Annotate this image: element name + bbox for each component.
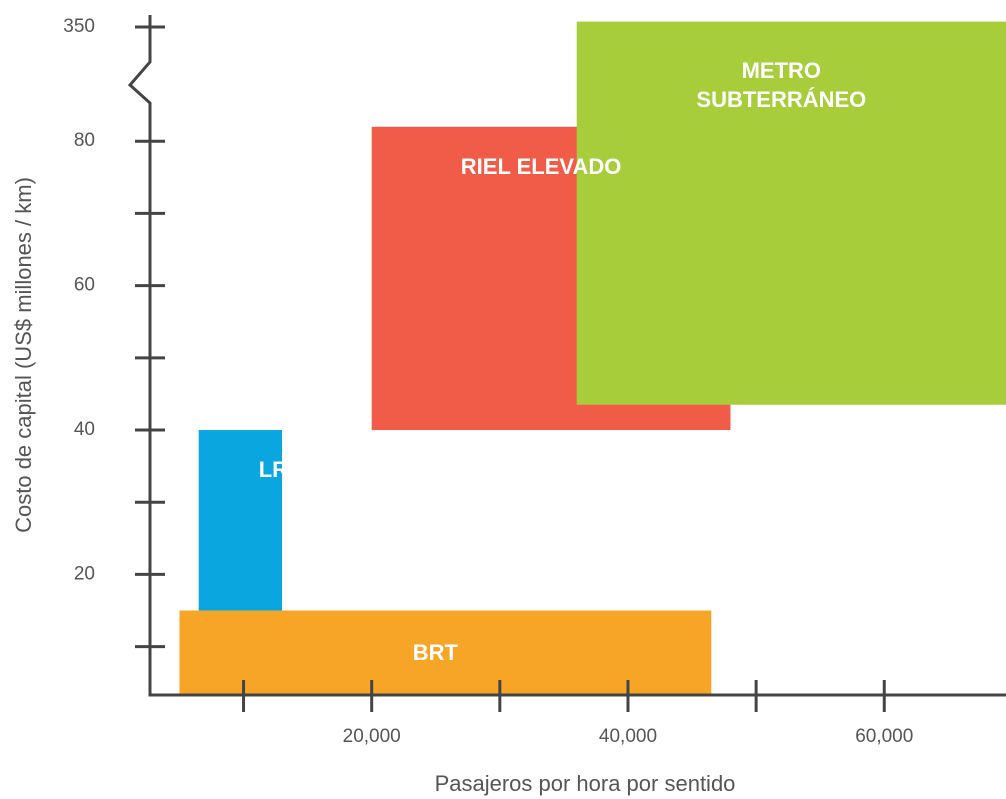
y-tick-label: 80 (74, 130, 95, 151)
box-label: LRT (258, 457, 302, 483)
x-tick-label: 40,000 (599, 726, 657, 747)
boxes (179, 21, 1006, 694)
x-tick-label: 60,000 (855, 726, 913, 747)
y-tick-label: 40 (74, 419, 95, 440)
box-label: METRO SUBTERRÁNEO (696, 57, 867, 112)
y-tick-label: 60 (74, 275, 95, 296)
box-label: RIEL ELEVADO (460, 153, 622, 179)
y-tick-label: 350 (63, 16, 95, 37)
axes (127, 15, 1006, 697)
range-box (576, 21, 1006, 405)
range-box (179, 610, 712, 694)
y-tick-label: 20 (74, 563, 95, 584)
x-tick-label: 20,000 (343, 726, 401, 747)
box-label: BRT (412, 639, 458, 665)
x-axis-title: Pasajeros por hora por sentido (435, 771, 736, 796)
range-box (198, 430, 282, 611)
y-axis-title: Costo de capital (US$ millones / km) (11, 177, 36, 533)
ticks: 20 40 60 80 350 20,000 40,000 60,000 (63, 16, 913, 747)
